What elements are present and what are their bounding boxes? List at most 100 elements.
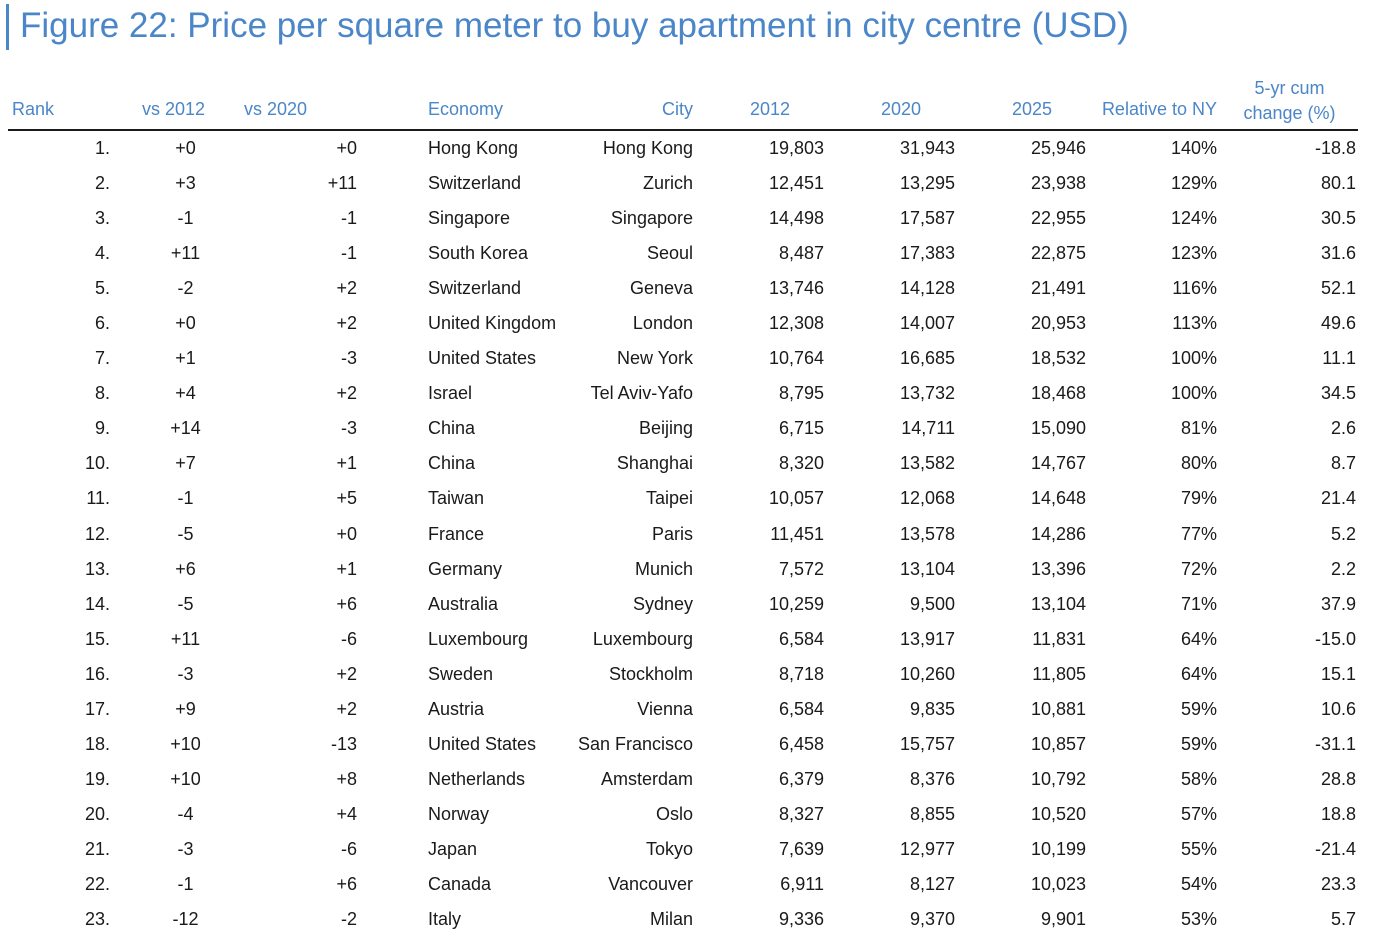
economy-cell: Sweden (428, 663, 494, 684)
five-yr-change-cell: 18.8 (1320, 803, 1356, 824)
table-row: 4. +11 -1 South Korea Seoul 8,487 17,383 22,875… (8, 236, 1358, 271)
vs-2012-cell: -12 (172, 909, 199, 930)
vs-2020-cell: +1 (336, 558, 357, 579)
five-yr-change-cell: 21.4 (1320, 488, 1356, 509)
relative-to-ny-cell: 59% (1180, 698, 1217, 719)
table-row: 15. +11 -6 Luxembourg Luxembourg 6,584 13,917 1… (8, 622, 1358, 657)
economy-cell: Norway (428, 803, 490, 824)
five-yr-change-cell: 23.3 (1320, 874, 1356, 894)
price-2020-cell: 12,068 (899, 488, 955, 509)
vs-2020-cell: -6 (340, 628, 357, 649)
rank-cell: 17. (84, 698, 110, 719)
col-header-2012: 2012 (697, 76, 828, 131)
price-2012-cell: 8,487 (778, 243, 824, 264)
city-cell: Stockholm (608, 663, 693, 684)
price-2020-cell: 14,007 (899, 313, 955, 334)
price-2020-cell: 8,376 (909, 768, 955, 789)
table-row: 3. -1 -1 Singapore Singapore 14,498 17,587 22,9… (8, 201, 1358, 236)
relative-to-ny-cell: 71% (1180, 593, 1217, 614)
price-2020-cell: 14,711 (901, 418, 955, 439)
vs-2020-cell: +6 (336, 874, 357, 894)
price-2020-cell: 10,260 (899, 663, 955, 684)
rank-cell: 4. (94, 243, 110, 264)
price-2025-cell: 10,881 (1030, 698, 1086, 719)
price-2020-cell: 13,578 (899, 523, 955, 544)
price-2012-cell: 6,379 (778, 768, 824, 789)
vs-2012-cell: -5 (177, 593, 194, 614)
city-cell: Seoul (646, 243, 693, 264)
vs-2012-cell: +10 (170, 768, 201, 789)
vs-2020-cell: -2 (340, 909, 357, 930)
economy-cell: Switzerland (428, 173, 522, 194)
price-2020-cell: 13,104 (899, 558, 955, 579)
price-2025-cell: 13,396 (1030, 558, 1086, 579)
price-2012-cell: 10,764 (768, 348, 824, 369)
table-row: 12. -5 +0 France Paris 11,451 13,578 14,286 77% 5… (8, 517, 1358, 552)
relative-to-ny-cell: 116% (1172, 278, 1217, 299)
price-2025-cell: 25,946 (1030, 138, 1086, 159)
city-cell: Tokyo (645, 838, 693, 859)
vs-2012-cell: -1 (177, 488, 194, 509)
vs-2020-cell: +2 (336, 383, 357, 404)
vs-2020-cell: -3 (340, 418, 357, 439)
price-2012-cell: 7,639 (778, 838, 824, 859)
title-accent-bar (6, 4, 9, 50)
economy-cell: Israel (428, 383, 473, 404)
price-2012-cell: 11,451 (770, 523, 824, 544)
price-2012-cell: 12,308 (768, 313, 824, 334)
table-row: 5. -2 +2 Switzerland Geneva 13,746 14,128 21,49… (8, 271, 1358, 306)
city-cell: Zurich (642, 173, 693, 194)
city-cell: Sydney (632, 593, 693, 614)
economy-cell: South Korea (428, 243, 529, 264)
vs-2012-cell: -4 (177, 803, 194, 824)
rank-cell: 6. (94, 313, 110, 334)
rank-cell: 19. (84, 768, 110, 789)
relative-to-ny-cell: 129% (1170, 173, 1217, 194)
price-2020-cell: 9,835 (909, 698, 955, 719)
table-row: 6. +0 +2 United Kingdom London 12,308 14,007 20… (8, 306, 1358, 341)
economy-cell: Germany (428, 558, 503, 579)
city-cell: Oslo (655, 803, 693, 824)
price-2020-cell: 13,732 (899, 383, 955, 404)
relative-to-ny-cell: 80% (1180, 453, 1217, 474)
vs-2012-cell: -5 (177, 523, 194, 544)
city-cell: Luxembourg (592, 628, 693, 649)
vs-2020-cell: +2 (336, 313, 357, 334)
price-2020-cell: 14,128 (899, 278, 955, 299)
price-2025-cell: 13,104 (1030, 593, 1086, 614)
table-row: 8. +4 +2 Israel Tel Aviv-Yafo 8,795 13,732 18,4… (8, 376, 1358, 411)
relative-to-ny-cell: 64% (1180, 663, 1217, 684)
city-cell: Shanghai (616, 453, 693, 474)
price-2012-cell: 7,572 (778, 558, 824, 579)
vs-2020-cell: +2 (336, 698, 357, 719)
price-2020-cell: 9,500 (909, 593, 955, 614)
vs-2020-cell: +0 (336, 523, 357, 544)
economy-cell: Switzerland (428, 278, 522, 299)
five-yr-change-cell: 8.7 (1330, 453, 1356, 474)
col-header-rank: Rank (8, 76, 110, 131)
price-2025-cell: 10,023 (1030, 874, 1086, 894)
five-yr-change-cell: 30.5 (1320, 208, 1356, 229)
five-yr-change-cell: 15.1 (1320, 663, 1356, 684)
price-2020-cell: 8,127 (909, 874, 955, 894)
vs-2012-cell: +14 (170, 418, 201, 439)
five-yr-change-cell: 31.6 (1320, 243, 1356, 264)
vs-2020-cell: -13 (330, 733, 357, 754)
relative-to-ny-cell: 59% (1180, 733, 1217, 754)
price-2012-cell: 12,451 (768, 173, 824, 194)
relative-to-ny-cell: 100% (1170, 348, 1217, 369)
price-2020-cell: 13,582 (899, 453, 955, 474)
city-cell: Amsterdam (600, 768, 693, 789)
col-header-5yr-change: 5-yr cum change (%) (1221, 76, 1358, 131)
city-cell: Singapore (610, 208, 693, 229)
price-2012-cell: 10,057 (768, 488, 824, 509)
price-2025-cell: 18,532 (1030, 348, 1086, 369)
table-row: 20. -4 +4 Norway Oslo 8,327 8,855 10,520 57% 18.8 (8, 797, 1358, 832)
vs-2020-cell: +2 (336, 278, 357, 299)
relative-to-ny-cell: 100% (1170, 383, 1217, 404)
relative-to-ny-cell: 57% (1180, 803, 1217, 824)
price-2020-cell: 12,977 (899, 838, 955, 859)
five-yr-change-cell: -31.1 (1314, 733, 1356, 754)
economy-cell: Australia (428, 593, 499, 614)
five-yr-change-cell: 52.1 (1320, 278, 1356, 299)
